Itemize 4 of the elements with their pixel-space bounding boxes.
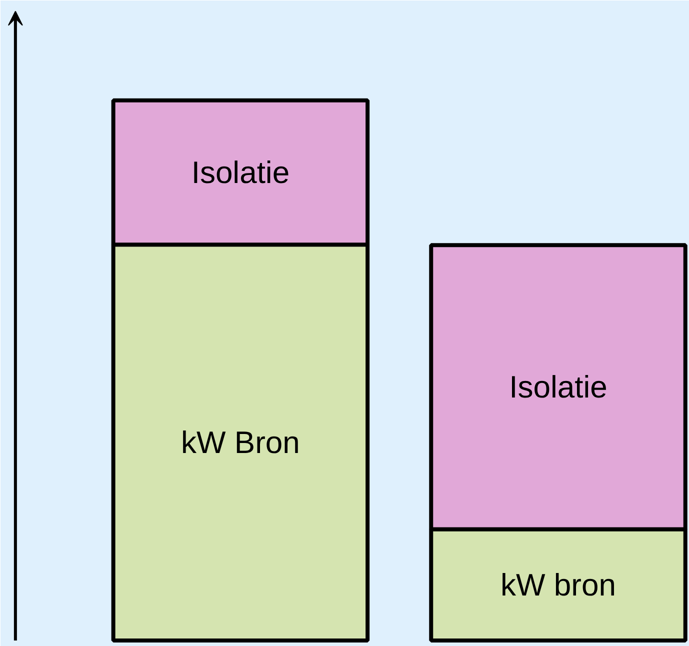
annotation: kW Bron <box>181 425 300 460</box>
annotation: Isolatie <box>191 155 290 190</box>
annotation: kW bron <box>500 567 616 602</box>
annotation: Isolatie <box>509 370 608 405</box>
